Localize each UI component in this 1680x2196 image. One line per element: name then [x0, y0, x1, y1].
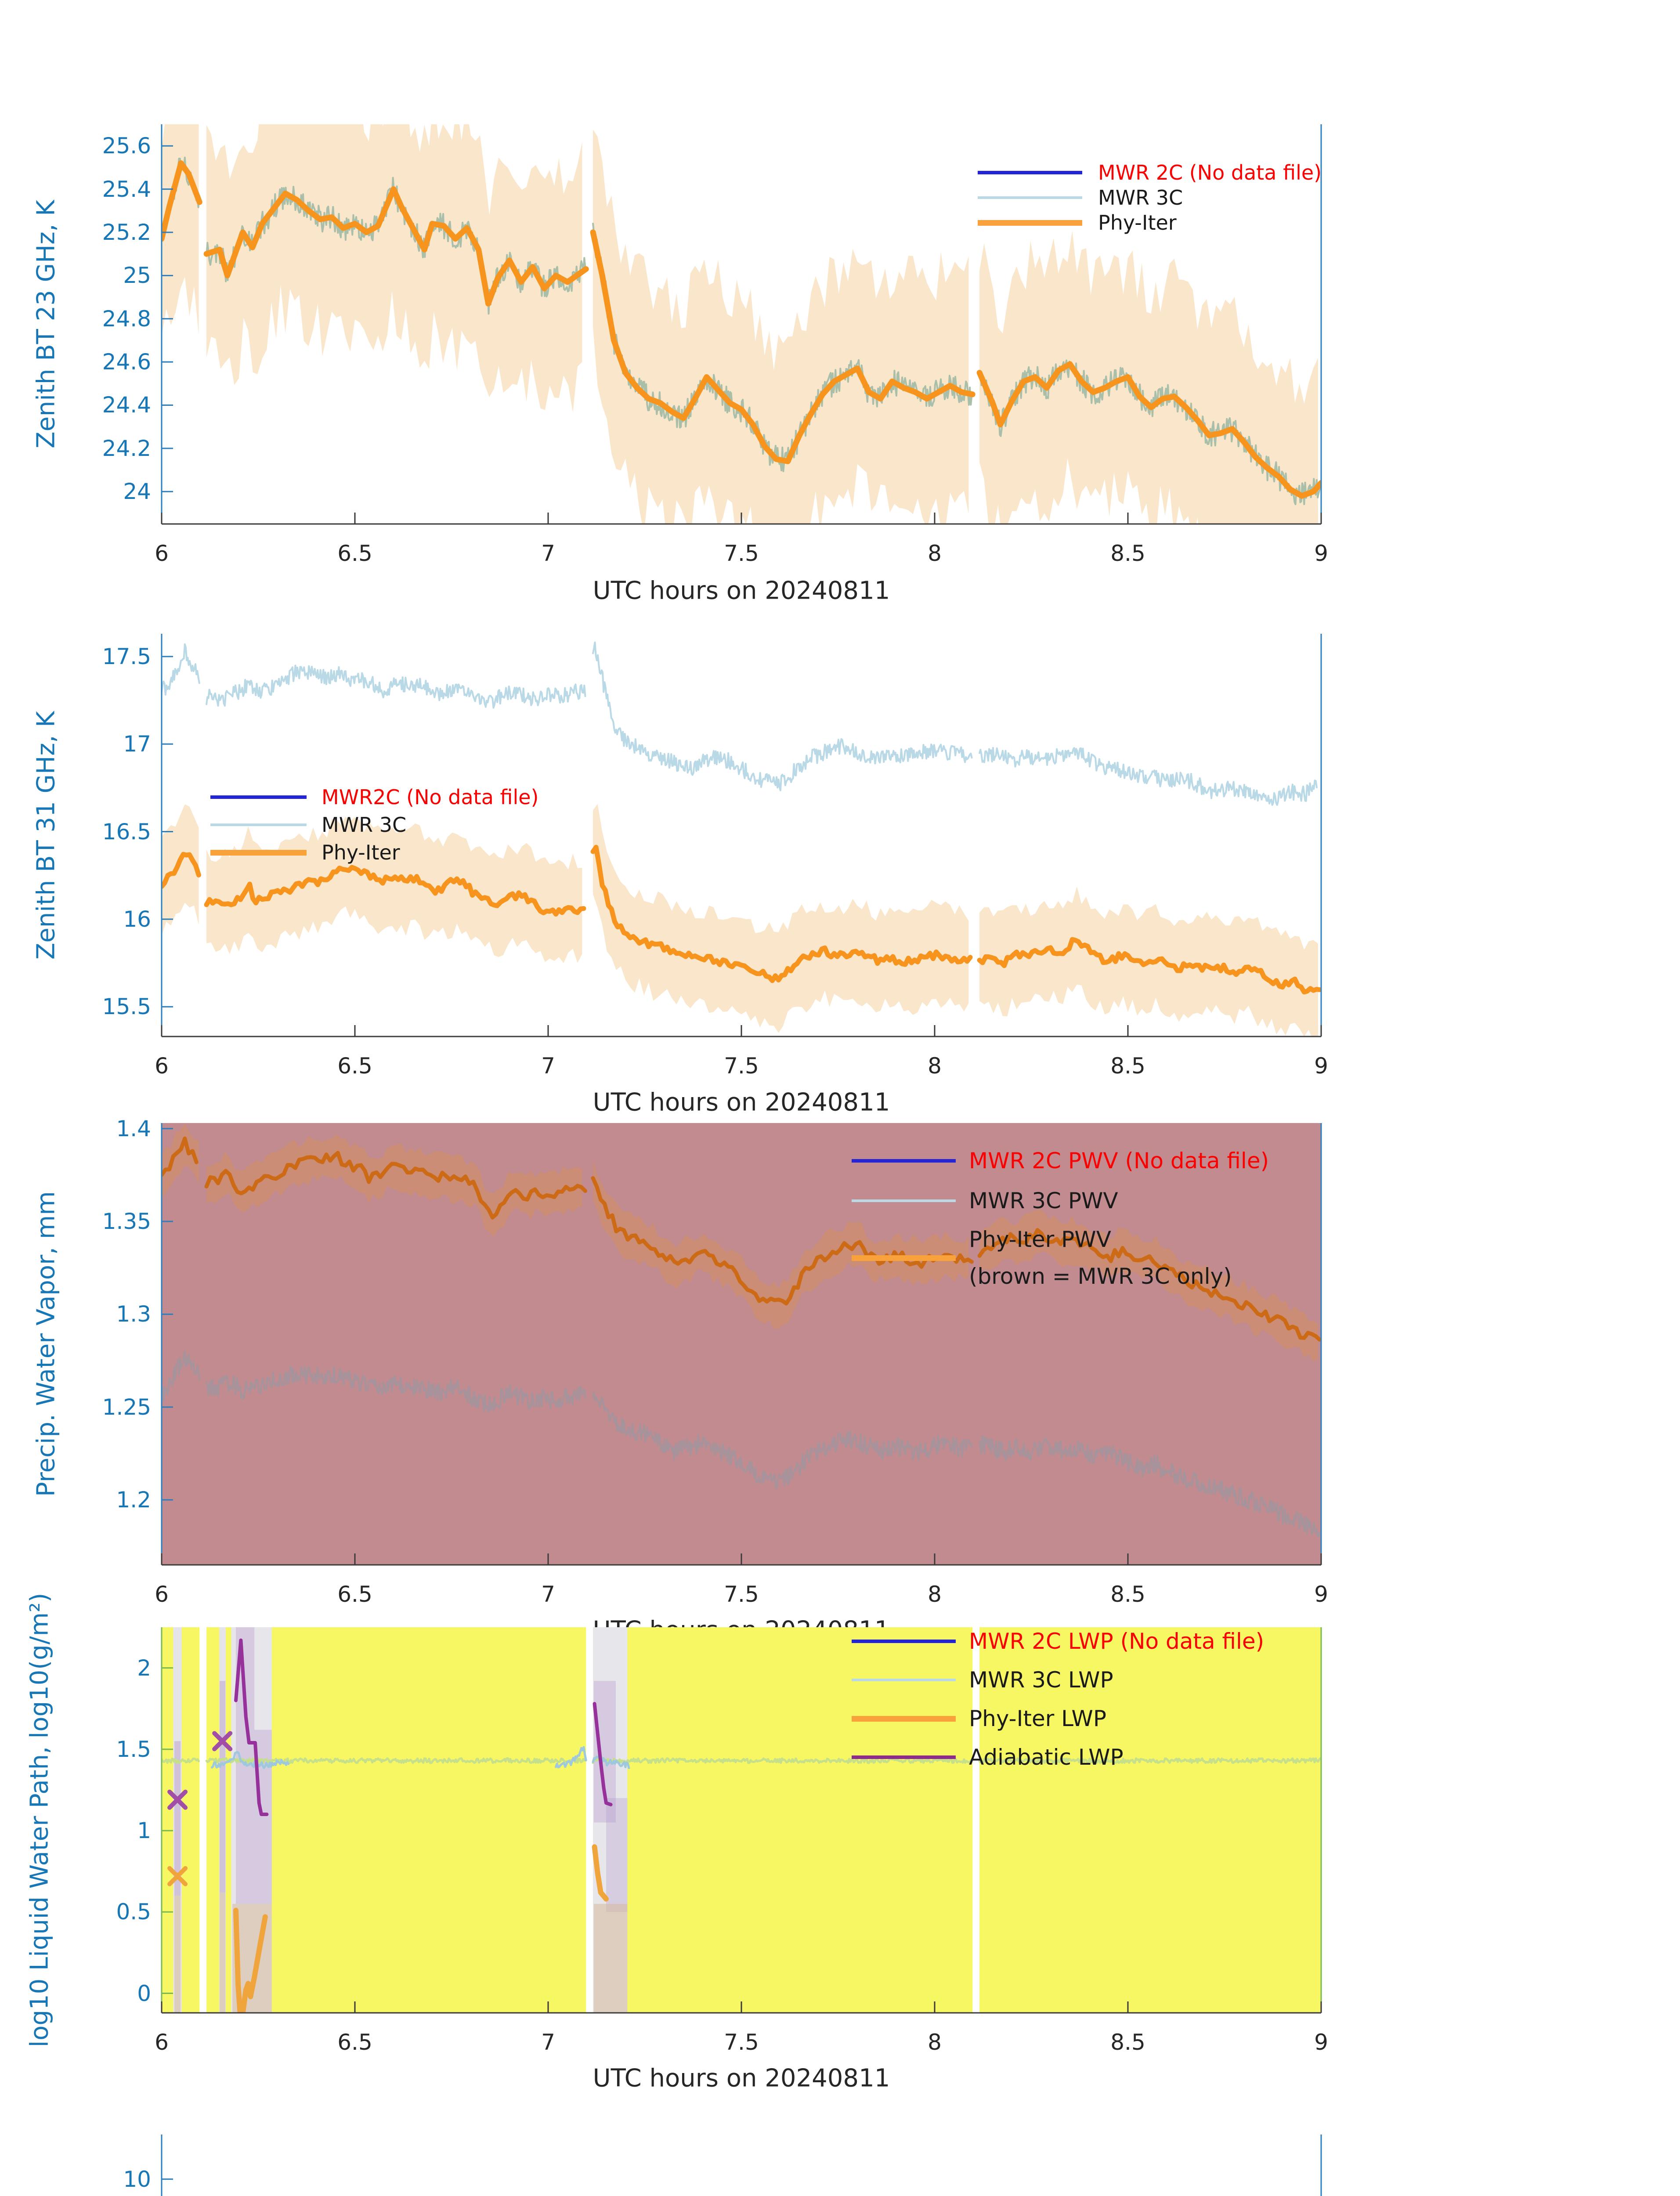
legend-swatch [978, 220, 1082, 226]
legend-label: Phy-Iter [322, 841, 400, 864]
x-tick-label: 6 [155, 1582, 169, 1607]
x-axis-label: UTC hours on 20240811 [593, 2064, 890, 2093]
x-tick-label: 9 [1314, 1582, 1328, 1607]
y-tick-label: 25 [123, 263, 151, 289]
legend-label: Phy-Iter [1098, 211, 1177, 235]
x-axis-label: UTC hours on 20240811 [593, 576, 890, 605]
x-tick-label: 8.5 [1110, 1582, 1145, 1607]
x-tick-label: 8.5 [1110, 2030, 1145, 2055]
y-tick-label: 24.2 [102, 435, 151, 461]
x-tick-label: 7.5 [724, 2030, 759, 2055]
legend-swatch [852, 1640, 956, 1643]
legend-swatch [852, 1716, 956, 1722]
y-tick-label: 1.4 [116, 1116, 151, 1141]
x-tick-label: 7 [541, 1582, 555, 1607]
x-tick-label: 8.5 [1110, 1053, 1145, 1079]
legend-label: Phy-Iter LWP [969, 1706, 1107, 1731]
y-tick-label: 25.6 [102, 133, 151, 159]
y-tick-label: 10 [123, 2166, 151, 2192]
y-axis-label: log10 Liquid Water Path, log10(g/m²) [25, 1593, 54, 2048]
y-tick-label: 2 [137, 1655, 151, 1681]
x-tick-label: 8 [928, 541, 942, 566]
x-tick-label: 9 [1314, 541, 1328, 566]
y-tick-label: 16.5 [102, 819, 151, 845]
y-tick-label: 1.35 [102, 1209, 151, 1235]
y-tick-label: 17 [123, 731, 151, 757]
y-tick-label: 17.5 [102, 643, 151, 669]
x-tick-label: 6 [155, 541, 169, 566]
y-tick-label: 1.3 [116, 1301, 151, 1327]
y-tick-label: 1.5 [116, 1736, 151, 1762]
legend-swatch [210, 824, 307, 826]
x-tick-label: 7.5 [724, 1582, 759, 1607]
y-axis-label: Precip. Water Vapor, mm [32, 1191, 61, 1497]
x-tick-label: 8 [928, 1582, 942, 1607]
y-tick-label: 1.25 [102, 1394, 151, 1420]
legend-label: MWR 2C (No data file) [1098, 161, 1322, 184]
x-tick-label: 6.5 [337, 541, 372, 566]
legend-swatch [852, 1255, 956, 1261]
x-tick-label: 6.5 [337, 2030, 372, 2055]
legend-label: Phy-Iter PWV [969, 1227, 1111, 1252]
x-tick-label: 7 [541, 2030, 555, 2055]
legend-swatch [852, 1755, 956, 1759]
legend-label: MWR 2C PWV (No data file) [969, 1148, 1269, 1174]
legend-label: MWR 3C [322, 813, 407, 837]
legend-swatch [210, 849, 307, 856]
y-tick-label: 0.5 [116, 1899, 151, 1925]
x-tick-label: 9 [1314, 2030, 1328, 2055]
legend-label: MWR2C (No data file) [322, 785, 539, 809]
x-tick-label: 6 [155, 2030, 169, 2055]
y-tick-label: 24.4 [102, 392, 151, 418]
y-tick-label: 15.5 [102, 994, 151, 1020]
y-tick-label: 24 [123, 479, 151, 505]
x-tick-label: 8 [928, 2030, 942, 2055]
x-axis-label: UTC hours on 20240811 [593, 1088, 890, 1117]
legend-label: MWR 3C [1098, 186, 1183, 209]
x-tick-label: 7.5 [724, 541, 759, 566]
y-tick-label: 25.4 [102, 176, 151, 202]
x-tick-label: 6.5 [337, 1582, 372, 1607]
legend-label: MWR 3C LWP [969, 1667, 1113, 1693]
y-tick-label: 0 [137, 1980, 151, 2006]
x-tick-label: 7.5 [724, 1053, 759, 1079]
legend-swatch [852, 1159, 956, 1163]
x-tick-label: 6.5 [337, 1053, 372, 1079]
y-tick-label: 16 [123, 906, 151, 932]
y-tick-label: 24.6 [102, 349, 151, 375]
y-tick-label: 24.8 [102, 306, 151, 332]
legend-swatch [852, 1679, 956, 1681]
x-axis-label: UTC hours on 20240811 [593, 1616, 890, 1645]
legend-label: MWR 3C PWV [969, 1188, 1118, 1214]
x-tick-label: 7 [541, 541, 555, 566]
legend-swatch [978, 171, 1082, 174]
x-tick-label: 8.5 [1110, 541, 1145, 566]
x-tick-label: 8 [928, 1053, 942, 1079]
y-tick-label: 1 [137, 1818, 151, 1844]
x-tick-label: 7 [541, 1053, 555, 1079]
x-tick-label: 9 [1314, 1053, 1328, 1079]
y-tick-label: 1.2 [116, 1487, 151, 1513]
legend-swatch [852, 1199, 956, 1202]
legend-swatch [978, 196, 1082, 199]
legend-label: MWR 2C LWP (No data file) [969, 1629, 1265, 1654]
x-tick-label: 6 [155, 1053, 169, 1079]
y-axis-label: Zenith BT 31 GHz, K [32, 711, 61, 960]
legend-swatch [210, 795, 307, 799]
y-tick-label: 25.2 [102, 219, 151, 245]
legend-label: Adiabatic LWP [969, 1745, 1124, 1770]
legend-label: (brown = MWR 3C only) [969, 1264, 1232, 1289]
y-axis-label: Zenith BT 23 GHz, K [32, 200, 61, 448]
